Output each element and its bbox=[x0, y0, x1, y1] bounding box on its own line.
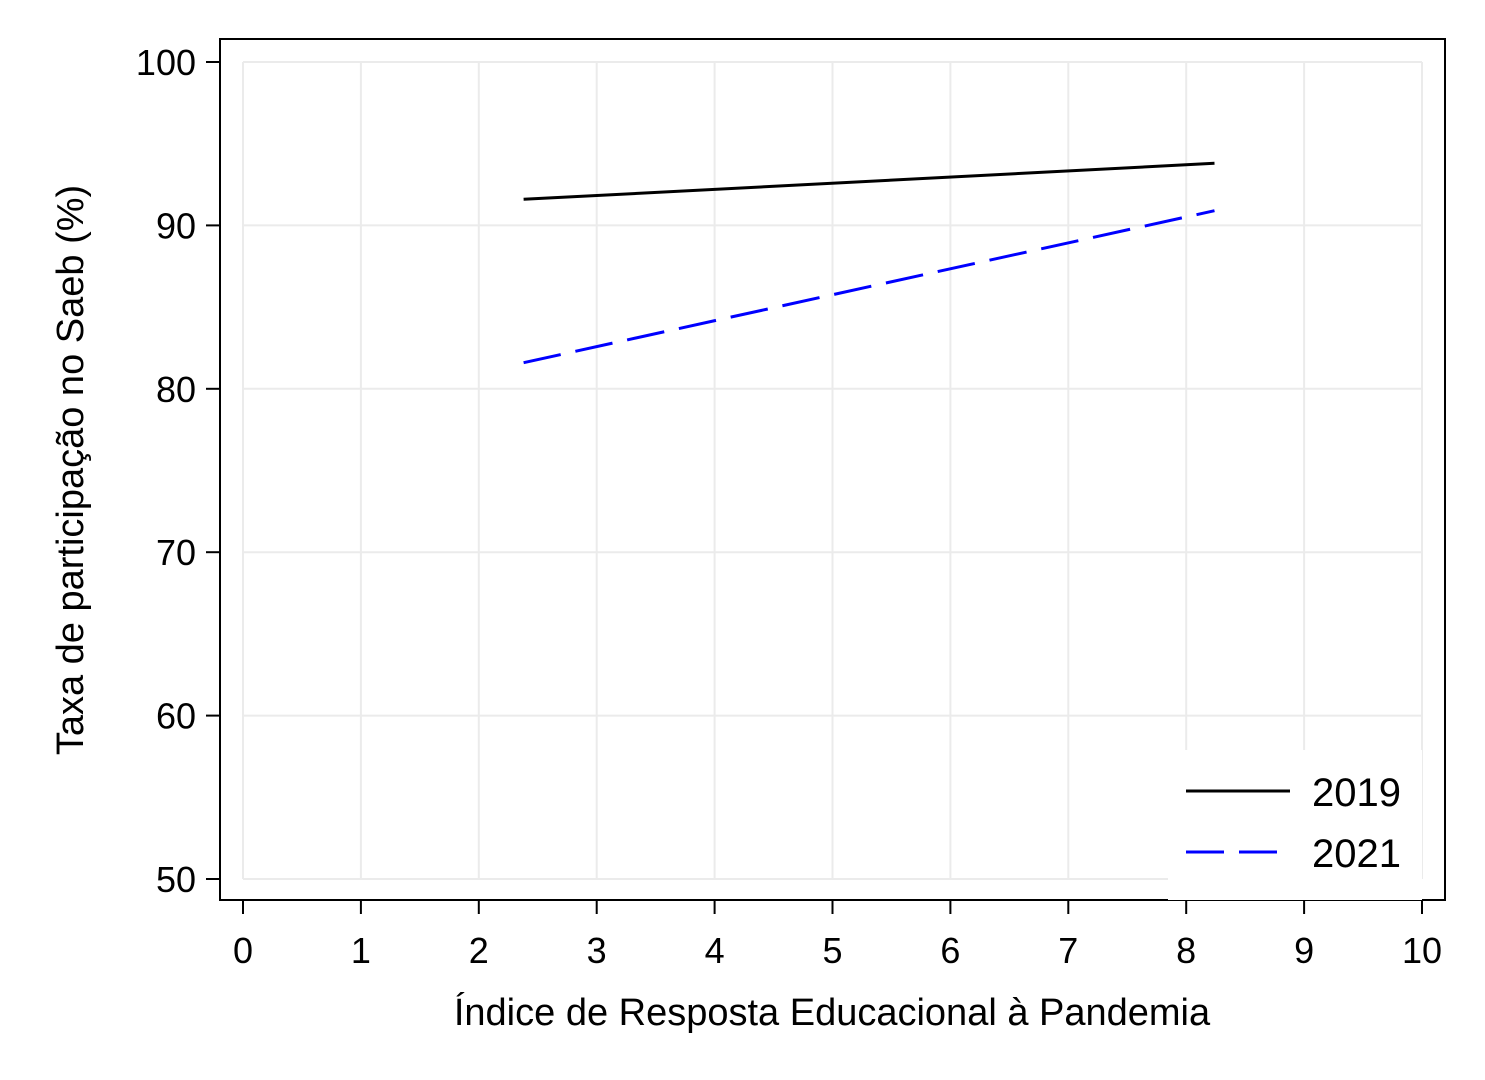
x-tick-label: 8 bbox=[1176, 930, 1196, 971]
x-tick-label: 9 bbox=[1294, 930, 1314, 971]
x-axis-title: Índice de Resposta Educacional à Pandemi… bbox=[454, 991, 1211, 1034]
x-tick-label: 1 bbox=[351, 930, 371, 971]
x-tick-label: 6 bbox=[940, 930, 960, 971]
x-tick-label: 4 bbox=[705, 930, 725, 971]
y-tick-label: 60 bbox=[156, 696, 196, 737]
y-axis-title: Taxa de participação no Saeb (%) bbox=[50, 185, 92, 755]
legend: 2019 2021 bbox=[1168, 750, 1422, 900]
legend-label-2021: 2021 bbox=[1312, 832, 1401, 876]
x-tick-label: 10 bbox=[1402, 930, 1442, 971]
legend-label-2019: 2019 bbox=[1312, 771, 1401, 815]
x-tick-label: 7 bbox=[1058, 930, 1078, 971]
y-tick-label: 80 bbox=[156, 369, 196, 410]
y-tick-label: 90 bbox=[156, 205, 196, 246]
grid bbox=[242, 61, 1423, 880]
series-line-2021 bbox=[523, 209, 1215, 365]
y-tick-label: 70 bbox=[156, 532, 196, 573]
x-tick-label: 2 bbox=[469, 930, 489, 971]
y-tick-label: 50 bbox=[156, 859, 196, 900]
tick-labels: 0 1 2 3 4 5 6 7 8 9 10 50 60 70 80 90 100 bbox=[136, 42, 1442, 971]
series-lines bbox=[523, 161, 1215, 365]
x-tick-label: 3 bbox=[587, 930, 607, 971]
x-tick-label: 0 bbox=[233, 930, 253, 971]
axes bbox=[206, 61, 1423, 914]
x-tick-label: 5 bbox=[822, 930, 842, 971]
legend-box bbox=[1168, 750, 1422, 900]
y-tick-label: 100 bbox=[136, 42, 196, 83]
series-line-2019 bbox=[523, 161, 1215, 201]
